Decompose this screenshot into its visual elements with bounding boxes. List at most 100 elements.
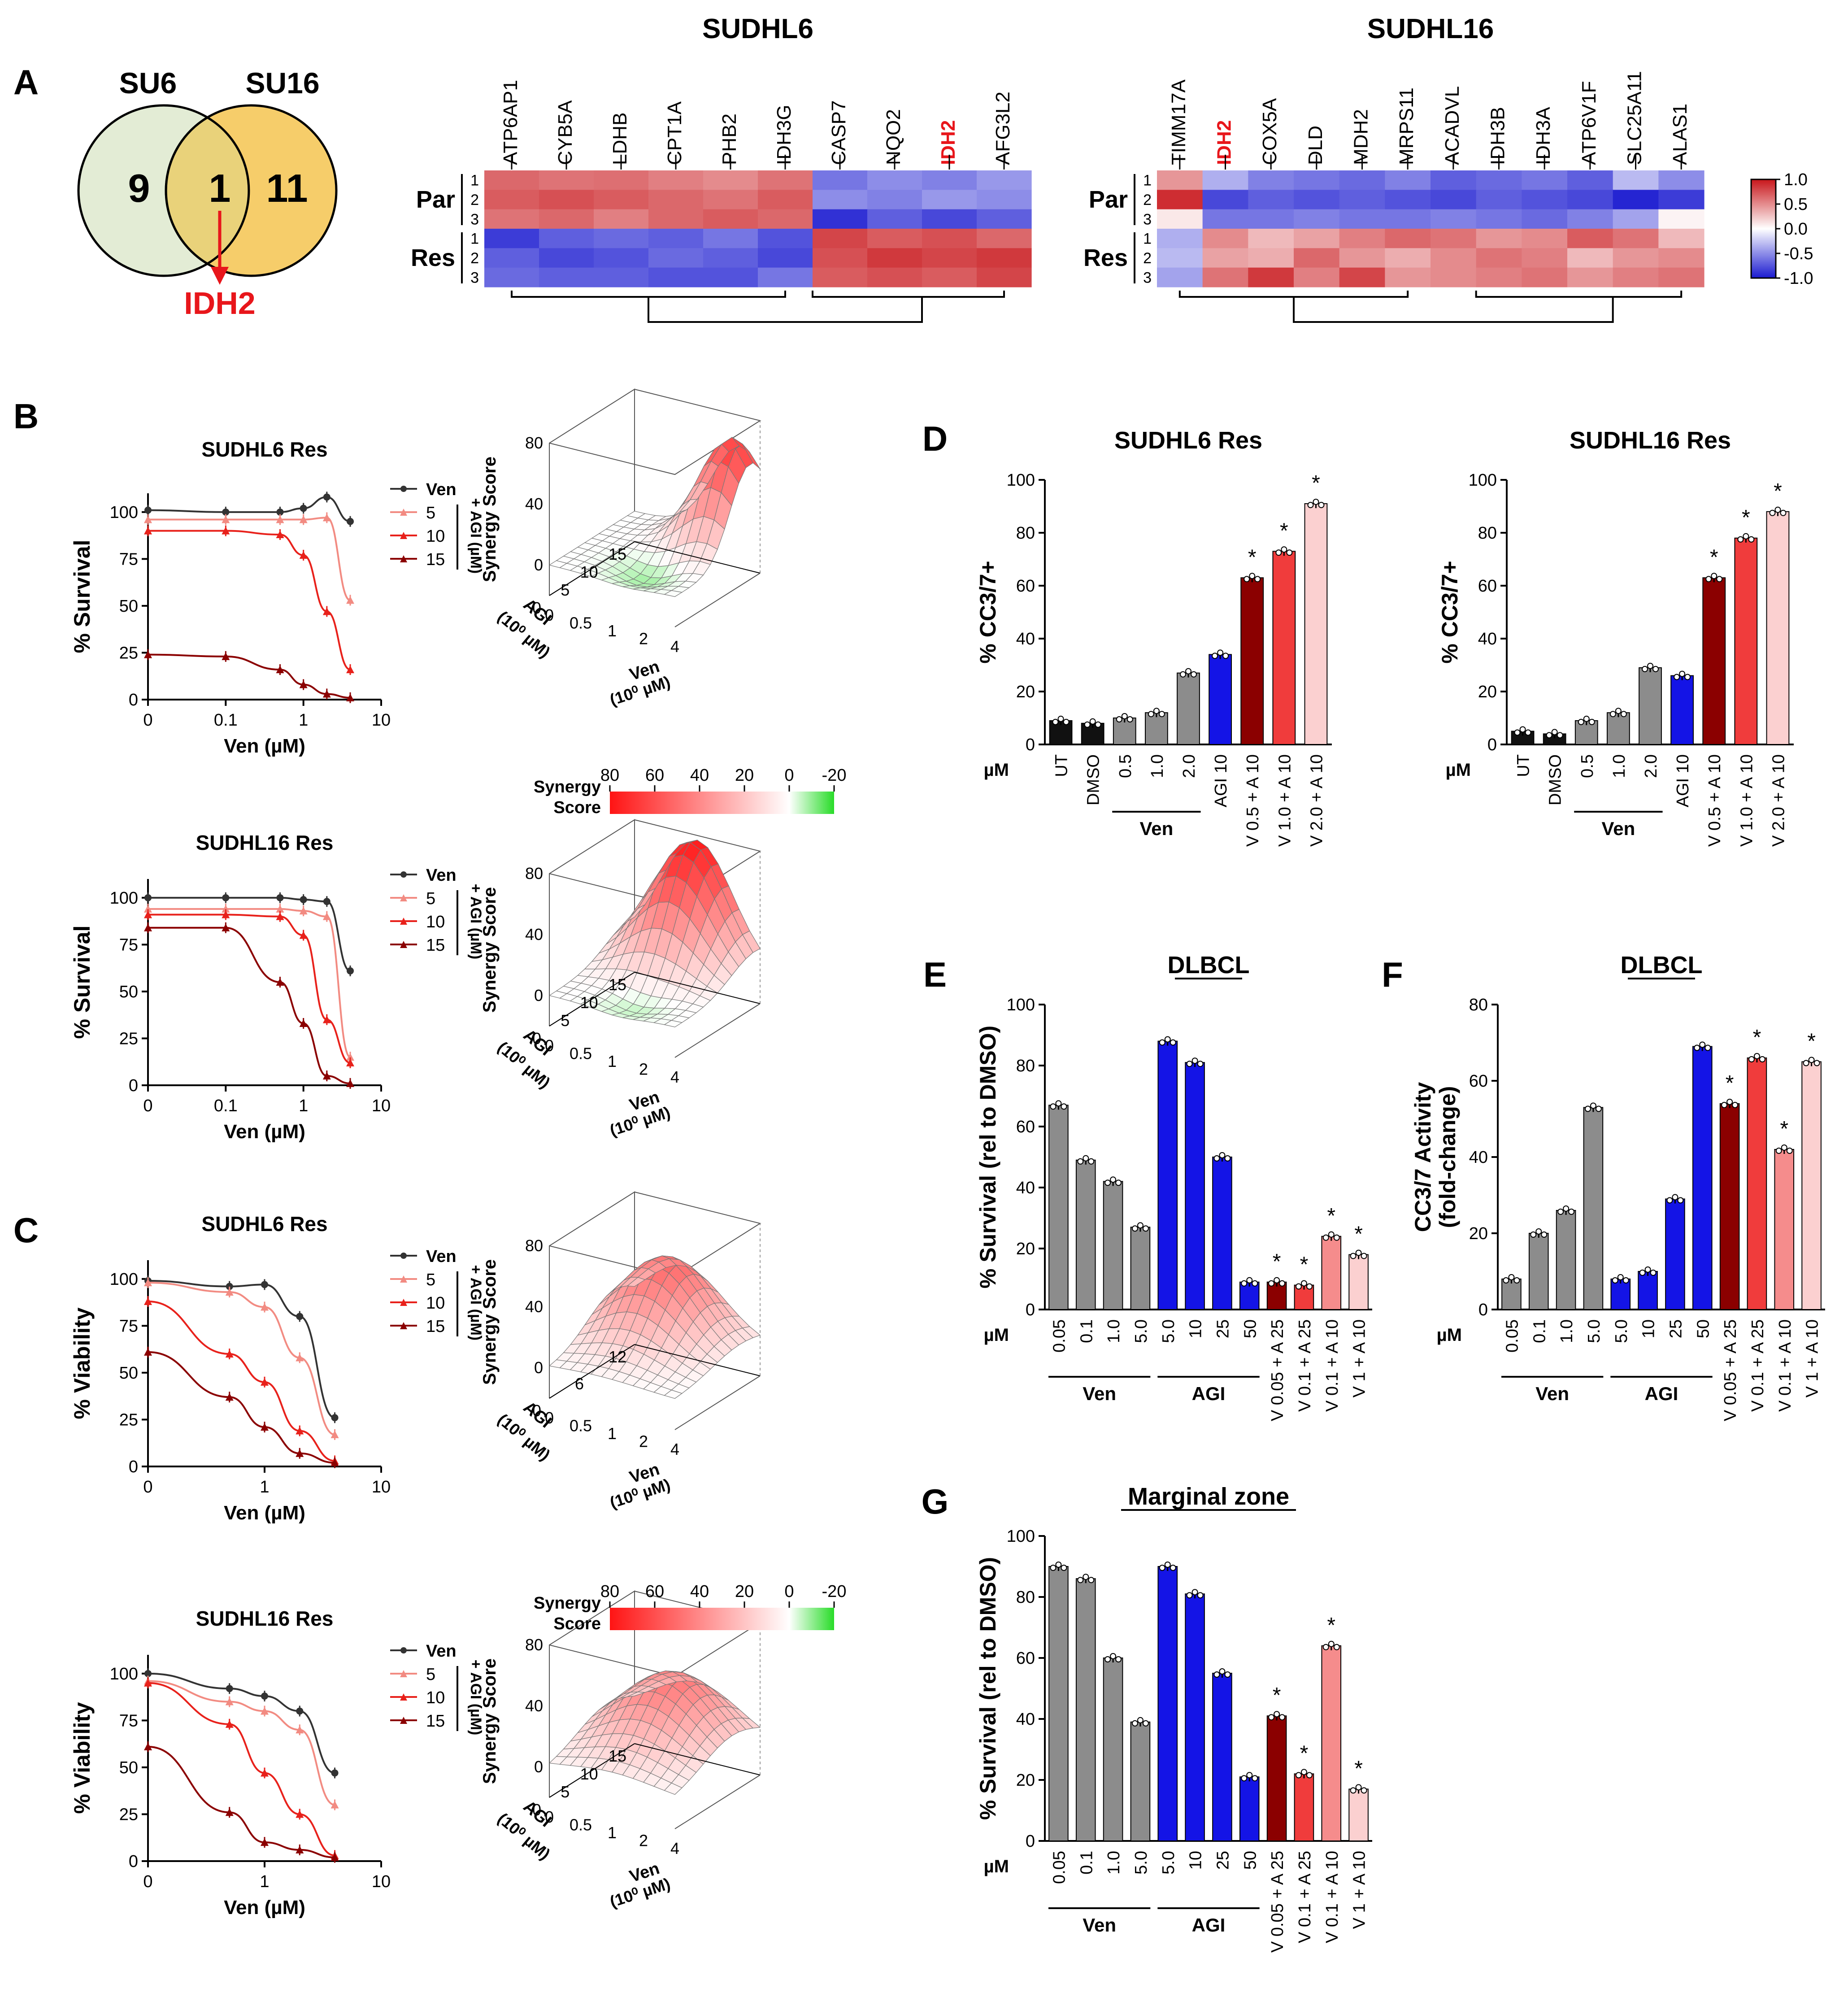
category-label: V 1.0 + A 10 (1275, 754, 1294, 847)
colorscale-bar (1750, 178, 1777, 279)
category-label: 50 (1241, 1851, 1260, 1870)
bar (1801, 1061, 1822, 1310)
legend-label: 5 (426, 504, 435, 522)
replicate-dot (1609, 711, 1616, 718)
replicate-dot (1350, 1787, 1357, 1794)
panel-letter-D: D (922, 419, 948, 458)
replicate-dot (1224, 1671, 1231, 1678)
legend-label: 15 (426, 936, 445, 955)
heatmap-gene-label: IDH3G (773, 105, 795, 165)
y-tick-label: 0 (129, 1076, 138, 1095)
box-edge (674, 1775, 761, 1829)
heatmap-gene-label: ACADVL (1441, 86, 1463, 165)
unit-label: µM (1437, 1325, 1462, 1345)
replicate-dot (1191, 1589, 1198, 1596)
replicate-dot (1322, 1644, 1329, 1650)
box-edge (549, 972, 635, 1027)
heatmap-group-label: Par (1089, 186, 1128, 213)
heatmap-cell (1431, 229, 1477, 248)
heatmap-cell (1202, 229, 1248, 248)
agi-tick-label: 5 (561, 1011, 570, 1030)
heatmap-cell (1658, 229, 1705, 248)
x-tick-label: 10 (372, 1096, 391, 1115)
panel-letter-B: B (13, 396, 39, 436)
bar (1528, 1233, 1549, 1310)
significance-star: * (1312, 471, 1320, 495)
replicate-dot (1217, 649, 1224, 656)
heatmap-row-label: 1 (470, 231, 479, 248)
heatmap-cell (1476, 190, 1522, 210)
heatmap-cell (977, 267, 1032, 287)
replicate-dot (1142, 1225, 1149, 1232)
box-edge (549, 1591, 761, 1677)
y-tick-label: 20 (1469, 1224, 1488, 1243)
heatmap-cell (1294, 267, 1340, 287)
z-axis-label: Synergy Score (480, 887, 500, 1013)
bar (1665, 1198, 1685, 1310)
synergy-legend-bar (610, 792, 834, 814)
venn-right-count: 11 (266, 166, 308, 210)
heatmap-group-label: Res (1083, 244, 1128, 271)
ven-tick-label: 1 (608, 1823, 617, 1842)
x-tick-label: 1 (299, 1096, 308, 1115)
curve-series-5 (148, 908, 351, 1058)
legend-group-label: + AGI (µM) (467, 498, 484, 574)
venn-left-label: SU6 (119, 66, 177, 100)
heatmap-cell (1339, 248, 1385, 268)
legend-marker (400, 1275, 407, 1283)
ven-tick-label: 0 (545, 1409, 554, 1427)
category-label: UT (1514, 754, 1533, 777)
heatmap-cell (1522, 190, 1568, 210)
agi-tick-label: 6 (575, 1375, 584, 1393)
replicate-dot (1748, 536, 1755, 543)
heatmap-cell (867, 267, 922, 287)
significance-star: * (1726, 1071, 1734, 1095)
heatmap-cell (1431, 267, 1477, 287)
y-tick-label: 75 (119, 935, 138, 954)
heatmap-cell (539, 190, 594, 210)
legend-label: 15 (426, 550, 445, 569)
y-tick-label: 60 (1469, 1072, 1488, 1091)
legend-label: 10 (426, 1688, 445, 1707)
category-label: UT (1052, 754, 1071, 777)
heatmap-cell (1522, 229, 1568, 248)
colorscale-tick-label: 1.0 (1784, 170, 1808, 189)
replicate-dot (1083, 1574, 1089, 1580)
heatmap-gene-label: CYB5A (554, 100, 576, 165)
y-axis-label: % CC3/7+ (975, 561, 1000, 663)
replicate-dot (1615, 708, 1622, 714)
replicate-dot (1052, 718, 1059, 725)
bar (1130, 1227, 1151, 1310)
replicate-dot (1057, 715, 1064, 722)
heatmap-cell (1567, 248, 1613, 268)
replicate-dot (1355, 1249, 1362, 1256)
x-tick-label: 0 (143, 1478, 152, 1497)
heatmap-cell (1248, 190, 1294, 210)
heatmap-cell (539, 209, 594, 229)
agi-tick-label: 12 (609, 1348, 626, 1366)
significance-star: * (1327, 1204, 1335, 1228)
replicate-dot (1583, 715, 1590, 722)
y-tick-label: 40 (1469, 1148, 1488, 1167)
replicate-dot (1219, 1668, 1226, 1675)
y-axis-label: % Survival (rel to DMSO) (975, 1026, 1000, 1288)
ven-tick-label: 0.5 (570, 1816, 592, 1834)
replicate-dot (1679, 670, 1686, 677)
replicate-dot (1716, 576, 1723, 583)
panel-letter-F: F (1382, 955, 1403, 994)
heatmap-cell (484, 190, 539, 210)
ven-tick-label: 1 (608, 1424, 617, 1443)
legend-marker (400, 1253, 407, 1259)
y-tick-label: 20 (1016, 683, 1035, 701)
replicate-dot (1350, 1253, 1357, 1259)
replicate-dot (1191, 1057, 1198, 1064)
replicate-dot (1083, 1155, 1089, 1162)
agi-tick-label: 5 (561, 581, 570, 599)
heatmap-gene-label: ATP6AP1 (500, 80, 522, 165)
replicate-dot (1137, 1717, 1144, 1723)
panel-letter-E: E (923, 955, 947, 994)
category-label: V 0.1 + A 10 (1323, 1851, 1342, 1943)
venn-overlap (166, 117, 249, 264)
